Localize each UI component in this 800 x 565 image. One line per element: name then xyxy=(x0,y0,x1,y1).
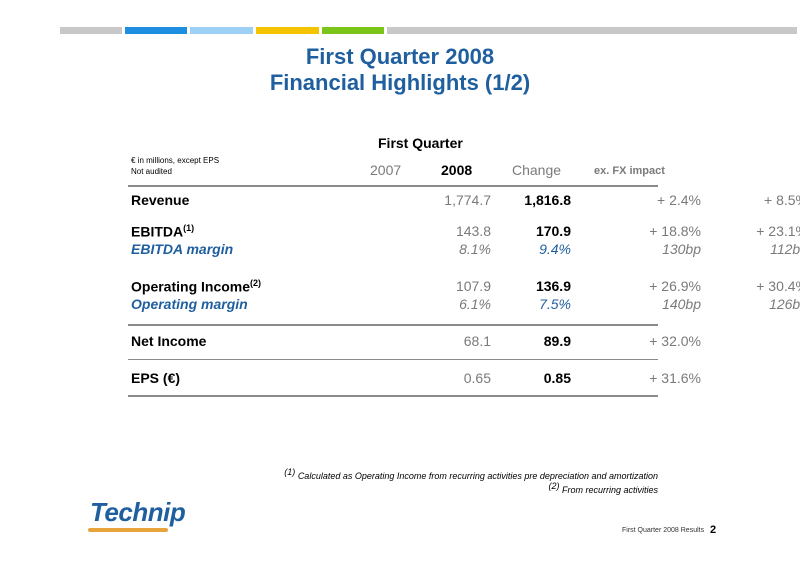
row-label: EBITDA(1) xyxy=(131,223,194,240)
title-line-2: Financial Highlights (1/2) xyxy=(269,70,531,95)
color-bar-1 xyxy=(60,27,122,34)
row-label-text: Operating Income xyxy=(131,278,251,295)
cell-2007: 0.65 xyxy=(463,370,491,386)
color-bar-6 xyxy=(387,27,798,34)
row-label: Revenue xyxy=(131,192,190,208)
footnote-ref: (2) xyxy=(250,278,262,288)
color-bar-3 xyxy=(190,27,253,34)
cell-2008: 9.4% xyxy=(539,241,571,257)
cell-fx: + 8.5% xyxy=(764,192,800,208)
table-bottom-border xyxy=(128,395,658,397)
slide-title: First Quarter 2008 Financial Highlights … xyxy=(0,44,800,96)
footnote-2-mark: (2) xyxy=(548,481,560,491)
row-divider xyxy=(128,359,658,360)
row-label-text: EBITDA xyxy=(131,223,184,240)
cell-2007: 6.1% xyxy=(459,296,491,312)
col-header-change: Change xyxy=(512,162,562,178)
cell-change: + 31.6% xyxy=(649,370,701,386)
footer-label: First Quarter 2008 Results xyxy=(622,527,705,534)
footnote-2-text: From recurring activities xyxy=(561,485,658,495)
audit-note: Not audited xyxy=(131,167,172,176)
footnote-ref: (1) xyxy=(183,223,195,233)
row-net-income: Net Income 68.1 89.9 + 32.0% xyxy=(131,333,701,351)
cell-2008: 1,816.8 xyxy=(524,192,571,208)
row-operating-income: Operating Income(2) 107.9 136.9 + 26.9% … xyxy=(131,278,800,296)
cell-2008: 89.9 xyxy=(543,333,571,349)
color-bar-5 xyxy=(321,27,385,34)
col-header-2008: 2008 xyxy=(441,162,473,178)
cell-2007: 8.1% xyxy=(459,241,491,257)
row-label: EBITDA margin xyxy=(131,241,234,257)
col-header-fx: ex. FX impact xyxy=(594,165,665,177)
footnote-1-mark: (1) xyxy=(284,467,296,477)
row-label: Operating margin xyxy=(131,296,248,312)
cell-fx: + 30.4% xyxy=(756,278,800,294)
footnote-1: (1) Calculated as Operating Income from … xyxy=(284,467,658,481)
cell-change: + 18.8% xyxy=(649,223,701,239)
cell-2007: 143.8 xyxy=(455,223,491,239)
row-label: Net Income xyxy=(131,333,207,349)
header-color-bars xyxy=(60,27,800,34)
cell-2008: 136.9 xyxy=(535,278,571,294)
cell-2007: 68.1 xyxy=(463,333,491,349)
row-eps: EPS (€) 0.65 0.85 + 31.6% xyxy=(131,370,701,388)
cell-fx: 126bp xyxy=(769,296,800,312)
col-header-2007: 2007 xyxy=(370,162,402,178)
footnote-2: (2) From recurring activities xyxy=(548,481,658,495)
logo-text: Technip xyxy=(90,497,186,527)
color-bar-2 xyxy=(124,27,188,34)
row-revenue: Revenue 1,774.7 1,816.8 + 2.4% + 8.5% xyxy=(131,192,800,210)
cell-change: + 26.9% xyxy=(649,278,701,294)
cell-2008: 170.9 xyxy=(535,223,571,239)
page-number: 2 xyxy=(710,524,717,536)
header-divider xyxy=(128,185,658,187)
title-line-1: First Quarter 2008 xyxy=(305,44,495,69)
row-ebitda: EBITDA(1) 143.8 170.9 + 18.8% + 23.1% xyxy=(131,223,800,241)
table-divider xyxy=(128,324,658,326)
cell-2008: 0.85 xyxy=(543,370,571,386)
technip-logo: Technip xyxy=(88,497,186,533)
cell-fx: + 23.1% xyxy=(756,223,800,239)
logo-underline xyxy=(88,528,168,532)
footnote-1-text: Calculated as Operating Income from recu… xyxy=(297,471,658,481)
units-note: € in millions, except EPS xyxy=(131,156,220,165)
cell-2008: 7.5% xyxy=(539,296,571,312)
group-header: First Quarter xyxy=(378,135,463,151)
row-ebitda-margin: EBITDA margin 8.1% 9.4% 130bp 112bp xyxy=(131,241,800,259)
cell-change: + 32.0% xyxy=(649,333,701,349)
cell-change: 140bp xyxy=(662,296,701,312)
row-label: Operating Income(2) xyxy=(131,278,261,295)
color-bar-4 xyxy=(255,27,319,34)
cell-fx: 112bp xyxy=(770,241,800,257)
row-label: EPS (€) xyxy=(131,370,181,386)
row-operating-margin: Operating margin 6.1% 7.5% 140bp 126bp xyxy=(131,296,800,314)
cell-2007: 1,774.7 xyxy=(444,192,491,208)
cell-change: 130bp xyxy=(662,241,701,257)
cell-2007: 107.9 xyxy=(455,278,491,294)
cell-change: + 2.4% xyxy=(657,192,701,208)
